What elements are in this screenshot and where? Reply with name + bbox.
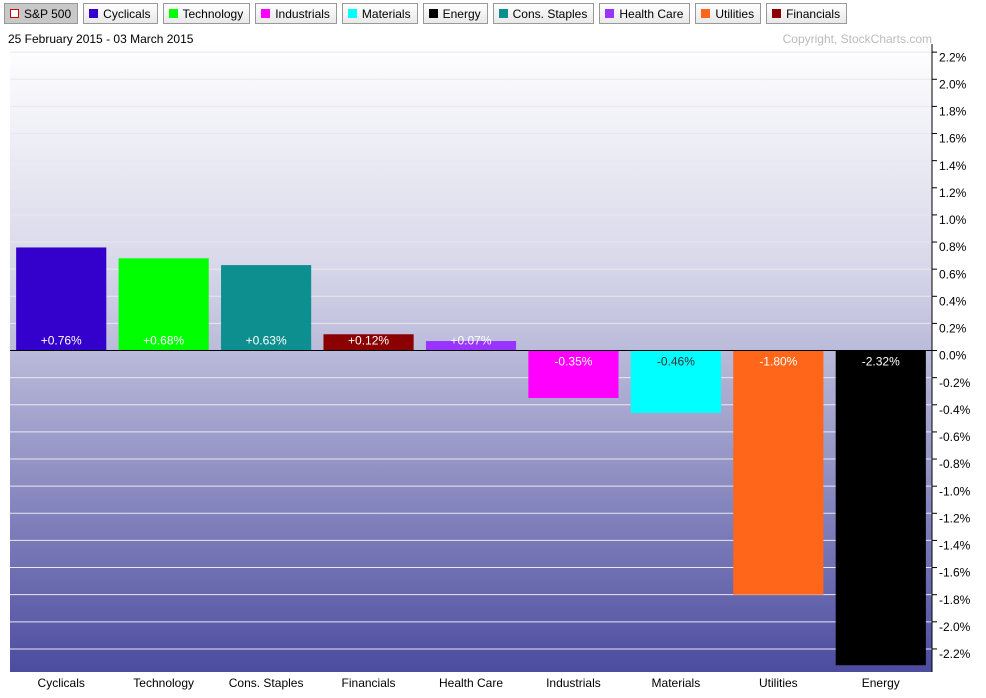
bar [528, 350, 619, 399]
legend-button[interactable]: Energy [422, 3, 488, 24]
bar [16, 247, 107, 351]
legend-label: Health Care [619, 6, 684, 21]
y-tick-label: 1.6% [939, 132, 967, 146]
legend-button[interactable]: Technology [162, 3, 251, 24]
bar [323, 334, 414, 351]
legend-swatch [168, 9, 178, 18]
y-tick-label: 1.2% [939, 186, 967, 200]
bar [835, 350, 926, 666]
value-label: +0.63% [246, 334, 287, 348]
legend-label: Energy [442, 6, 481, 21]
y-tick-label: -0.8% [939, 457, 971, 471]
legend-swatch [261, 9, 271, 18]
value-label: -1.80% [759, 355, 797, 369]
legend-button[interactable]: Cons. Staples [492, 3, 595, 24]
y-tick-label: 0.4% [939, 294, 967, 308]
legend-button[interactable]: Cyclicals [83, 3, 158, 24]
legend-label: Cons. Staples [512, 6, 588, 21]
legend-swatch [498, 9, 508, 18]
copyright: Copyright, StockCharts.com [783, 32, 932, 46]
y-tick-label: -2.0% [939, 620, 971, 634]
legend-label: Materials [361, 6, 411, 21]
bar [733, 350, 824, 595]
value-label: -0.46% [657, 355, 695, 369]
x-tick-label: Energy [862, 676, 900, 690]
y-tick-label: 2.0% [939, 77, 967, 91]
legend-swatch [428, 9, 438, 18]
value-label: -2.32% [862, 355, 900, 369]
value-label: +0.76% [41, 334, 82, 348]
legend-label: Cyclicals [103, 6, 151, 21]
y-tick-label: 0.6% [939, 267, 967, 281]
y-tick-label: -1.2% [939, 511, 971, 525]
date-range: 25 February 2015 - 03 March 2015 [8, 32, 194, 46]
legend-swatch [772, 9, 782, 18]
y-tick-label: 0.8% [939, 240, 967, 254]
y-tick-label: -0.4% [939, 403, 971, 417]
y-tick-label: -2.2% [939, 647, 971, 661]
y-tick-label: 1.0% [939, 213, 967, 227]
legend-button[interactable]: Industrials [255, 3, 337, 24]
y-tick-label: 0.2% [939, 322, 967, 336]
legend-label: Utilities [715, 6, 755, 21]
legend-button[interactable]: Health Care [599, 3, 691, 24]
legend-button[interactable]: Utilities [695, 3, 762, 24]
value-label: -0.35% [554, 355, 592, 369]
y-tick-label: -0.2% [939, 376, 971, 390]
legend-button[interactable]: S&P 500 [4, 3, 79, 24]
y-tick-label: -1.8% [939, 593, 971, 607]
x-tick-label: Cyclicals [38, 676, 85, 690]
legend-swatch [605, 9, 615, 18]
x-tick-label: Technology [133, 676, 194, 690]
y-tick-label: -0.6% [939, 430, 971, 444]
legend-label: Industrials [275, 6, 330, 21]
y-tick-label: -1.6% [939, 566, 971, 580]
value-label: +0.07% [450, 334, 491, 348]
x-tick-label: Materials [652, 676, 701, 690]
y-tick-label: 1.4% [939, 159, 967, 173]
legend-swatch [10, 9, 19, 18]
legend-swatch [347, 9, 357, 18]
legend: S&P 500 Cyclicals Technology Industrials Mat… [4, 3, 848, 24]
y-tick-label: 2.2% [939, 50, 967, 64]
y-tick-label: -1.0% [939, 484, 971, 498]
legend-label: S&P 500 [24, 6, 72, 21]
bar [118, 258, 209, 351]
x-tick-label: Health Care [439, 676, 503, 690]
x-tick-label: Industrials [546, 676, 601, 690]
bar [630, 350, 721, 413]
y-tick-label: -1.4% [939, 539, 971, 553]
legend-swatch [701, 9, 711, 18]
legend-swatch [89, 9, 99, 18]
value-label: +0.12% [348, 334, 389, 348]
y-tick-label: 0.0% [939, 349, 967, 363]
x-tick-label: Cons. Staples [229, 676, 304, 690]
x-tick-label: Financials [342, 676, 396, 690]
legend-button[interactable]: Materials [341, 3, 418, 24]
x-tick-label: Utilities [759, 676, 798, 690]
y-tick-label: 1.8% [939, 105, 967, 119]
legend-label: Technology [182, 6, 244, 21]
bar [221, 265, 312, 351]
bar [425, 341, 517, 351]
legend-label: Financials [786, 6, 841, 21]
value-label: +0.68% [143, 334, 184, 348]
legend-button[interactable]: Financials [766, 3, 848, 24]
